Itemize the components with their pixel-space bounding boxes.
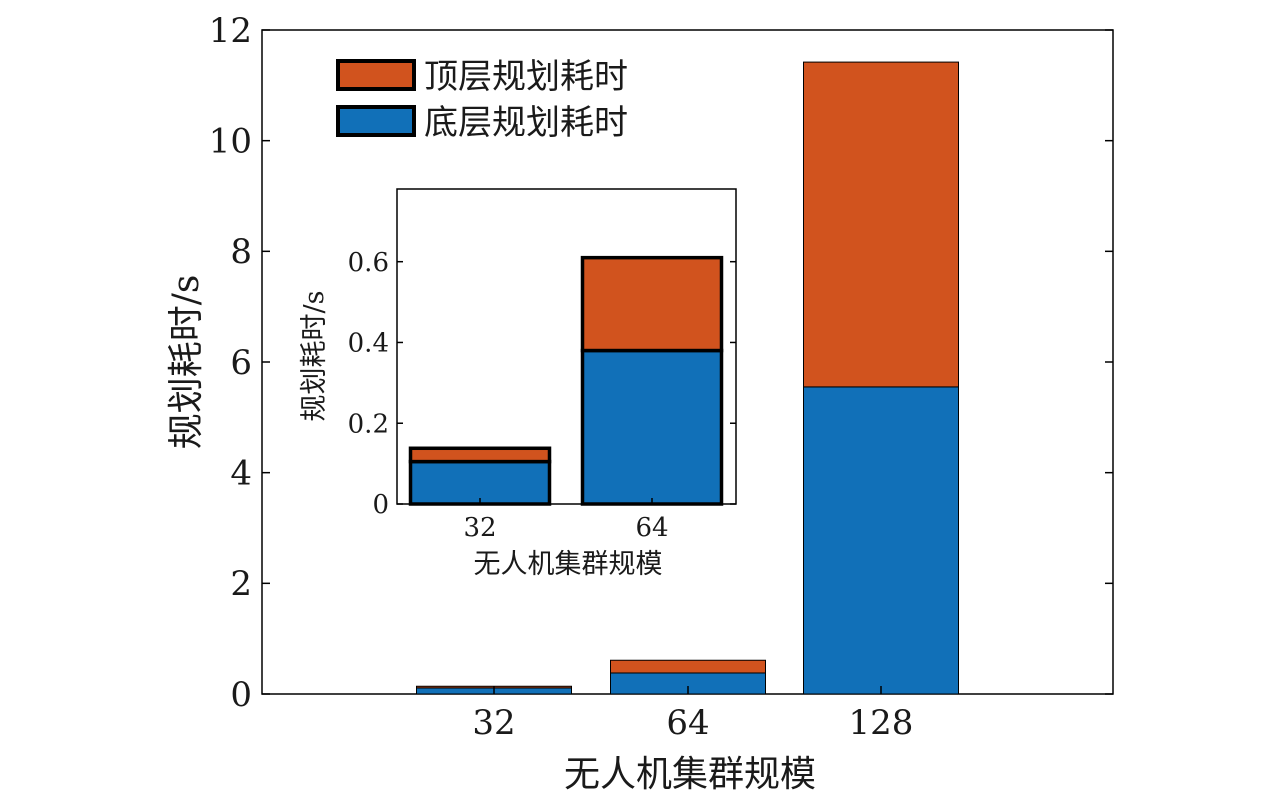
main-y-axis-label: 规划耗时/s [166,275,207,450]
legend-swatch-top-layer [336,59,416,91]
main-bar-128-series-1 [803,61,959,388]
inset-bar-64-series-0 [580,348,724,506]
main-y-tick-label: 6 [230,343,252,383]
inset-plot-frame [396,188,737,505]
inset-x-axis: 32 64 [463,498,669,543]
main-plot: 0 2 4 6 8 10 12 32 64 128 无人机集群规模 规划耗时/s [166,11,1114,795]
main-bars [416,61,959,695]
legend-label-top-layer: 顶层规划耗时 [424,57,628,97]
main-x-tick-label: 64 [666,703,709,743]
inset-y-axis-label: 规划耗时/s [299,291,330,422]
inset-x-tick-label: 64 [635,513,668,543]
main-y-tick-label: 8 [230,232,252,272]
inset-y-tick-label: 0 [372,490,389,520]
inset-y-axis: 0 0.2 0.4 0.6 [348,248,736,520]
main-x-tick-label: 32 [472,703,515,743]
main-y-tick-label: 10 [209,122,252,162]
inset-bar-64-series-1 [580,255,724,353]
inset-plot: 0 0.2 0.4 0.6 32 64 无人机集群规模 规划耗时/s [299,188,737,580]
main-y-tick-label: 12 [209,11,252,51]
main-y-axis: 0 2 4 6 8 10 12 [209,11,1113,715]
legend-label-bottom-layer: 底层规划耗时 [424,103,628,143]
inset-y-tick-label: 0.2 [348,409,389,439]
inset-bar-32-series-1 [408,446,552,464]
inset-y-tick-label: 0.6 [348,248,389,278]
main-bar-64-series-1 [610,659,766,674]
inset-bar-32-series-0 [408,459,552,506]
main-x-tick-label: 128 [849,703,914,743]
inset-y-tick-label: 0.4 [348,329,389,359]
main-y-tick-label: 4 [230,454,252,494]
main-x-axis: 32 64 128 [472,686,913,743]
legend-swatch-bottom-layer [336,105,416,137]
main-x-axis-label: 无人机集群规模 [564,754,816,795]
legend: 顶层规划耗时 底层规划耗时 [336,57,628,143]
main-y-tick-label: 2 [230,564,252,604]
inset-bars [408,255,724,506]
inset-x-tick-label: 32 [463,513,496,543]
main-y-tick-label: 0 [230,675,252,715]
inset-x-axis-label: 无人机集群规模 [474,549,663,580]
main-bar-128-series-0 [803,386,959,695]
